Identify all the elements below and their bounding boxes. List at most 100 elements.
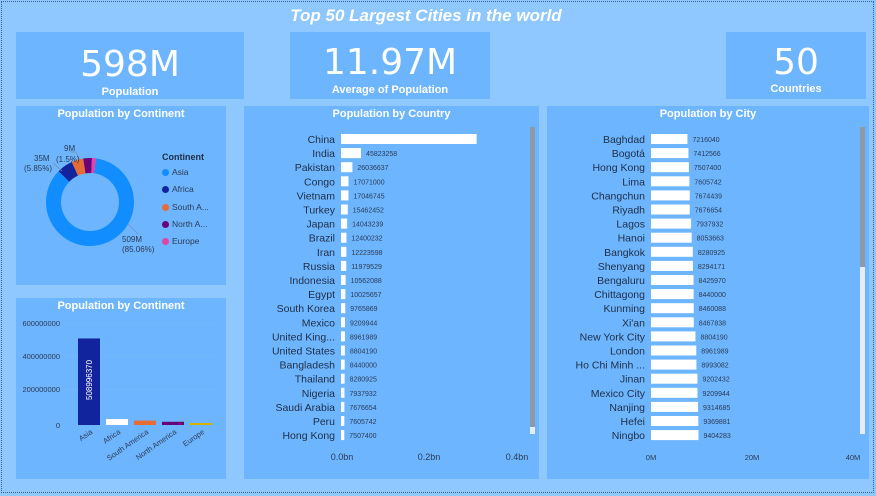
bar-china[interactable] — [341, 134, 477, 144]
data-label: 17046745 — [353, 193, 384, 200]
bar-new-york-city[interactable] — [651, 331, 696, 342]
kpi-card-population[interactable]: 598M Population — [16, 32, 244, 99]
donut-slice-south-america[interactable] — [71, 158, 86, 176]
bar-nanjing[interactable] — [651, 401, 699, 412]
kpi-card-countries[interactable]: 50 Countries — [726, 32, 866, 99]
category-label: India — [312, 148, 335, 160]
bar-chittagong[interactable] — [651, 289, 694, 300]
data-label: 14043239 — [352, 222, 383, 229]
data-label: 7507400 — [349, 433, 376, 440]
bar-shenyang[interactable] — [651, 260, 693, 271]
bar-egypt[interactable] — [341, 289, 346, 300]
country-scrollbar[interactable] — [530, 127, 535, 434]
bar-peru[interactable] — [341, 416, 345, 426]
bar-ningbo[interactable] — [651, 430, 699, 441]
bar-hong-kong[interactable] — [341, 430, 345, 441]
bar-lima[interactable] — [651, 176, 690, 187]
legend-label: Asia — [172, 167, 189, 177]
bar-riyadh[interactable] — [651, 204, 690, 215]
scroll-thumb[interactable] — [860, 127, 865, 267]
bar-mexico[interactable] — [341, 317, 346, 328]
bar-india[interactable] — [341, 148, 362, 159]
bar-thailand[interactable] — [341, 373, 345, 384]
category-label: Congo — [304, 176, 335, 188]
data-label: 9404283 — [703, 433, 730, 440]
category-label: Lima — [622, 176, 645, 188]
category-label: Pakistan — [295, 162, 335, 174]
donut-slice-africa[interactable] — [58, 161, 78, 182]
bar-jinan[interactable] — [651, 373, 698, 384]
country-chart-panel[interactable]: Population by Country — [244, 106, 539, 479]
data-label: 8294171 — [698, 264, 725, 271]
bar-ho-chi-minh-[interactable] — [651, 359, 697, 370]
column-bar-south-america[interactable] — [134, 420, 156, 425]
x-tick-label: 0.4bn — [506, 452, 529, 462]
bar-kunming[interactable] — [651, 303, 694, 314]
scroll-thumb[interactable] — [530, 127, 535, 427]
bar-lagos[interactable] — [651, 218, 692, 229]
data-label: 9765869 — [350, 306, 377, 313]
legend-item-north-america[interactable]: North A... — [162, 219, 207, 229]
bar-hefei[interactable] — [651, 416, 699, 426]
legend-item-south-america[interactable]: South A... — [162, 202, 209, 212]
bar-bogot-[interactable] — [651, 148, 689, 159]
kpi-label: Population — [101, 86, 159, 98]
category-label: Bangladesh — [280, 360, 336, 372]
bar-brazil[interactable] — [341, 232, 347, 243]
category-label: United King... — [272, 331, 335, 343]
bar-bengaluru[interactable] — [651, 275, 694, 285]
bar-mexico-city[interactable] — [651, 387, 698, 398]
kpi-value: 11.97M — [322, 42, 458, 83]
bar-bangladesh[interactable] — [341, 359, 345, 370]
category-label: Nanjing — [609, 402, 645, 414]
bar-russia[interactable] — [341, 260, 347, 271]
bar-united-king-[interactable] — [341, 331, 345, 342]
city-chart-panel[interactable]: Population by City — [547, 106, 869, 479]
column-bar-north-america[interactable] — [162, 421, 184, 425]
bar-bangkok[interactable] — [651, 246, 693, 257]
column-chart-panel[interactable]: Population by Continent — [16, 298, 226, 479]
bar-nigeria[interactable] — [341, 387, 345, 398]
country-chart-title: Population by Country — [332, 108, 451, 120]
legend-marker — [162, 221, 169, 229]
bar-pakistan[interactable] — [341, 162, 353, 173]
donut-slice-asia[interactable] — [46, 158, 135, 246]
column-bar-asia[interactable] — [78, 338, 100, 425]
bar-saudi-arabia[interactable] — [341, 401, 345, 412]
bar-changchun[interactable] — [651, 190, 690, 201]
column-bar-europe[interactable] — [190, 423, 212, 425]
dashboard-title: Top 50 Largest Cities in the world — [290, 6, 562, 25]
bar-hanoi[interactable] — [651, 232, 692, 243]
bar-hong-kong[interactable] — [651, 162, 689, 173]
legend-item-africa[interactable]: Africa — [162, 184, 194, 194]
bar-turkey[interactable] — [341, 204, 348, 215]
data-label: 45823258 — [366, 151, 397, 158]
bar-vietnam[interactable] — [341, 190, 349, 201]
column-chart-title: Population by Continent — [57, 300, 185, 312]
data-label: 9202432 — [702, 377, 729, 384]
donut-data-label: (85.06%) — [122, 245, 155, 254]
category-label: Mexico — [302, 317, 335, 329]
donut-data-label: (5.85%) — [24, 164, 52, 173]
data-label: 8961989 — [350, 334, 377, 341]
bar-congo[interactable] — [341, 176, 349, 187]
donut-slice-north-america[interactable] — [83, 158, 92, 174]
city-scrollbar[interactable] — [860, 127, 865, 434]
donut-data-label: (1.5%) — [56, 155, 80, 164]
kpi-card-average[interactable]: 11.97M Average of Population — [290, 32, 490, 99]
bar-indonesia[interactable] — [341, 275, 346, 285]
legend-item-asia[interactable]: Asia — [162, 167, 189, 177]
bar-xi-an[interactable] — [651, 317, 694, 328]
bar-baghdad[interactable] — [651, 134, 688, 144]
column-bar-africa[interactable] — [106, 419, 128, 425]
donut-slice-europe[interactable] — [91, 158, 97, 174]
bar-iran[interactable] — [341, 246, 347, 257]
bar-japan[interactable] — [341, 218, 348, 229]
bar-london[interactable] — [651, 345, 697, 356]
legend-item-europe[interactable]: Europe — [162, 236, 199, 246]
bar-united-states[interactable] — [341, 345, 345, 356]
bar-south-korea[interactable] — [341, 303, 346, 314]
